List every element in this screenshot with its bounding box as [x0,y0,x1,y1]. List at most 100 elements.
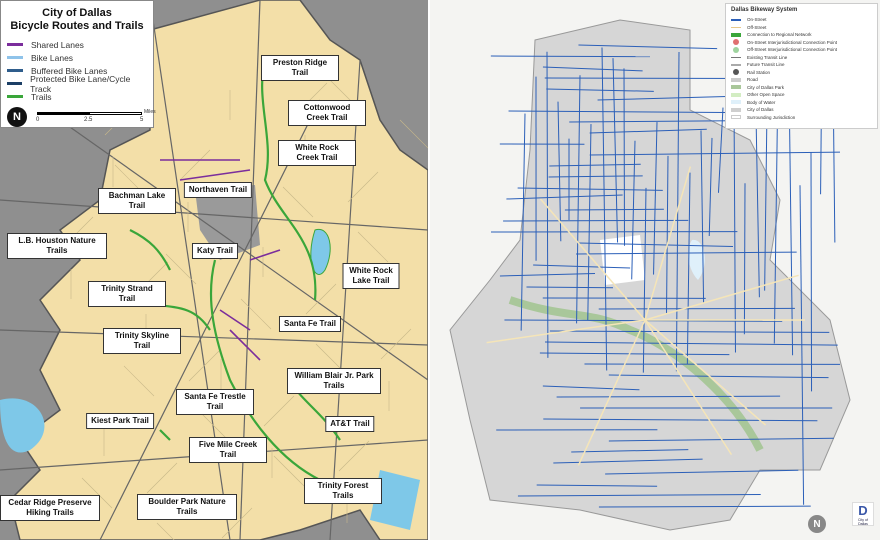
legend-swatch [731,92,741,97]
trail-label[interactable]: Preston Ridge Trail [261,55,339,81]
on-street-route [520,113,526,331]
trail-label[interactable]: Katy Trail [191,243,239,259]
legend-item: Trails [7,90,147,103]
legend-item: Other Open Space [731,91,872,99]
legend-item: Surrounding Jurisdiction [731,114,872,122]
highway [59,119,428,381]
highway [0,329,428,346]
on-street-route [598,307,795,310]
on-street-route [589,128,707,134]
right-legend: Dallas Bikeway System On-Street Off-Stree… [725,3,878,129]
legend-title: Dallas Bikeway System [731,7,798,13]
legend-item: Protected Bike Lane/Cycle Track [7,74,147,94]
legend-swatch [731,77,741,82]
legend-item: On-Street [731,16,872,24]
off-street-route [486,319,646,344]
legend-item: City of Dallas [731,106,872,114]
street [179,149,211,181]
trail-label[interactable]: Trinity Skyline Trail [103,328,181,354]
on-street-route [810,152,813,392]
on-street-route [755,114,760,298]
on-street-route [542,385,640,391]
street [338,440,370,472]
legend-swatch [731,85,741,90]
on-street-route [490,55,650,58]
lake [0,398,45,453]
legend-swatch [733,39,739,46]
street [273,455,305,487]
on-street-route [605,469,799,475]
street [263,395,295,427]
legend-item: On-Street Interjurisdictional Connection… [731,39,872,47]
scale-bar: N 0 2.5 5 Miles [7,107,156,127]
left-map-panel[interactable]: City of Dallas Bicycle Routes and Trails … [0,0,428,540]
trail-label[interactable]: Bachman Lake Trail [98,188,176,214]
trail-label[interactable]: William Blair Jr. Park Trails [287,368,381,394]
legend-swatch [731,32,741,37]
on-street-route [548,175,643,178]
legend-swatch [7,69,23,72]
legend-item: City of Dallas Park [731,84,872,92]
trail-label[interactable]: Northaven Trail [183,182,253,198]
on-street-route [571,449,689,453]
legend-item: Buffered Bike Lanes [7,64,147,77]
trail-label[interactable]: Boulder Park Nature Trails [137,494,237,520]
north-arrow-icon: N [7,107,27,127]
on-street-route [733,101,736,353]
legend-swatch [7,95,23,98]
trail [129,229,171,271]
trail-label[interactable]: Cottonwood Creek Trail [288,100,366,126]
trail-label[interactable]: White Rock Creek Trail [278,140,356,166]
on-street-route [578,242,733,247]
on-street-route [717,107,724,193]
legend-swatch [731,100,741,105]
on-street-route [536,484,658,487]
legend-swatch [731,115,741,120]
trail-label[interactable]: L.B. Houston Nature Trails [7,233,107,259]
trail-label[interactable]: Trinity Forest Trails [304,478,382,504]
on-street-route [576,75,581,324]
on-street-route [499,272,596,277]
on-street-route [642,187,647,373]
legend-item: Connection to Regional Network [731,31,872,39]
on-street-route [598,505,811,508]
trail-label[interactable]: AT&T Trail [325,416,375,432]
bicycle-routes-map[interactable] [0,0,428,540]
legend-swatch [733,69,739,76]
legend-swatch [733,46,739,53]
on-street-route [503,219,689,222]
legend-swatch [7,56,23,59]
trail-label[interactable]: Trinity Strand Trail [88,281,166,307]
street [146,462,178,494]
street [81,477,113,509]
on-street-route [543,418,818,422]
off-street-route [644,274,799,321]
bikeway-system-map[interactable] [430,0,880,540]
street [188,350,220,382]
trail-label[interactable]: Cedar Ridge Preserve Hiking Trails [0,495,100,521]
street [357,231,389,263]
street [347,171,379,203]
trail-label[interactable]: Kiest Park Trail [86,413,154,429]
right-map-panel[interactable]: Dallas Bikeway System On-Street Off-Stree… [430,0,880,540]
street [282,186,314,218]
legend-title: City of Dallas Bicycle Routes and Trails [10,7,144,32]
on-street-route [576,251,797,255]
highway [0,199,428,231]
city-of-dallas-logo: D City of Dallas [852,502,874,526]
highway [99,99,321,540]
on-street-route [700,130,705,303]
street [240,298,272,330]
shared-lane [219,309,251,331]
on-street-route [546,88,654,92]
trail-label[interactable]: White Rock Lake Trail [342,263,400,289]
on-street-route [666,155,669,315]
left-legend: City of Dallas Bicycle Routes and Trails … [0,0,156,128]
trinity-river-park [508,296,764,452]
on-street-route [539,352,730,356]
street [221,507,253,539]
trail-label[interactable]: Santa Fe Trestle Trail [176,389,254,415]
shared-lane [179,169,251,181]
trail-label[interactable]: Santa Fe Trail [278,316,342,332]
trail-label[interactable]: Five Mile Creek Trail [189,437,267,463]
